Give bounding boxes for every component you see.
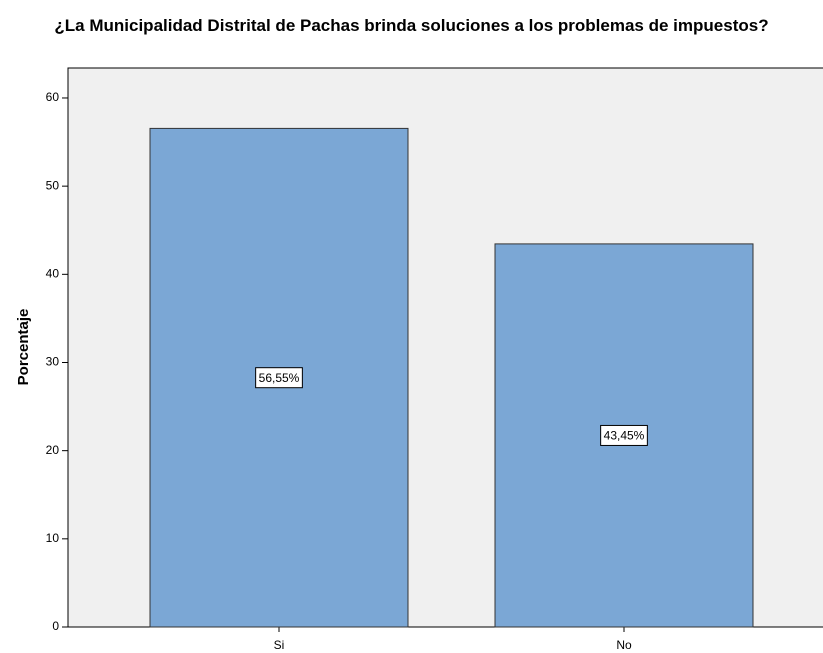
title-box: ¿La Municipalidad Distrital de Pachas br… (0, 16, 823, 35)
y-tick-label: 20 (46, 443, 60, 457)
x-tick-label: No (616, 638, 632, 652)
y-tick-label: 0 (52, 619, 59, 633)
x-tick-label: Si (274, 638, 285, 652)
y-tick-label: 60 (46, 90, 60, 104)
value-label-box (600, 424, 648, 446)
value-label-box (255, 367, 303, 389)
value-label: 56,55% (259, 371, 300, 385)
y-tick-label: 40 (46, 266, 60, 280)
y-tick-label: 10 (46, 531, 60, 545)
chart-title: ¿La Municipalidad Distrital de Pachas br… (54, 16, 769, 35)
y-tick-label: 50 (46, 178, 60, 192)
value-label: 43,45% (604, 429, 645, 443)
y-tick-label: 30 (46, 355, 60, 369)
y-axis-label: Porcentaje (15, 309, 32, 386)
